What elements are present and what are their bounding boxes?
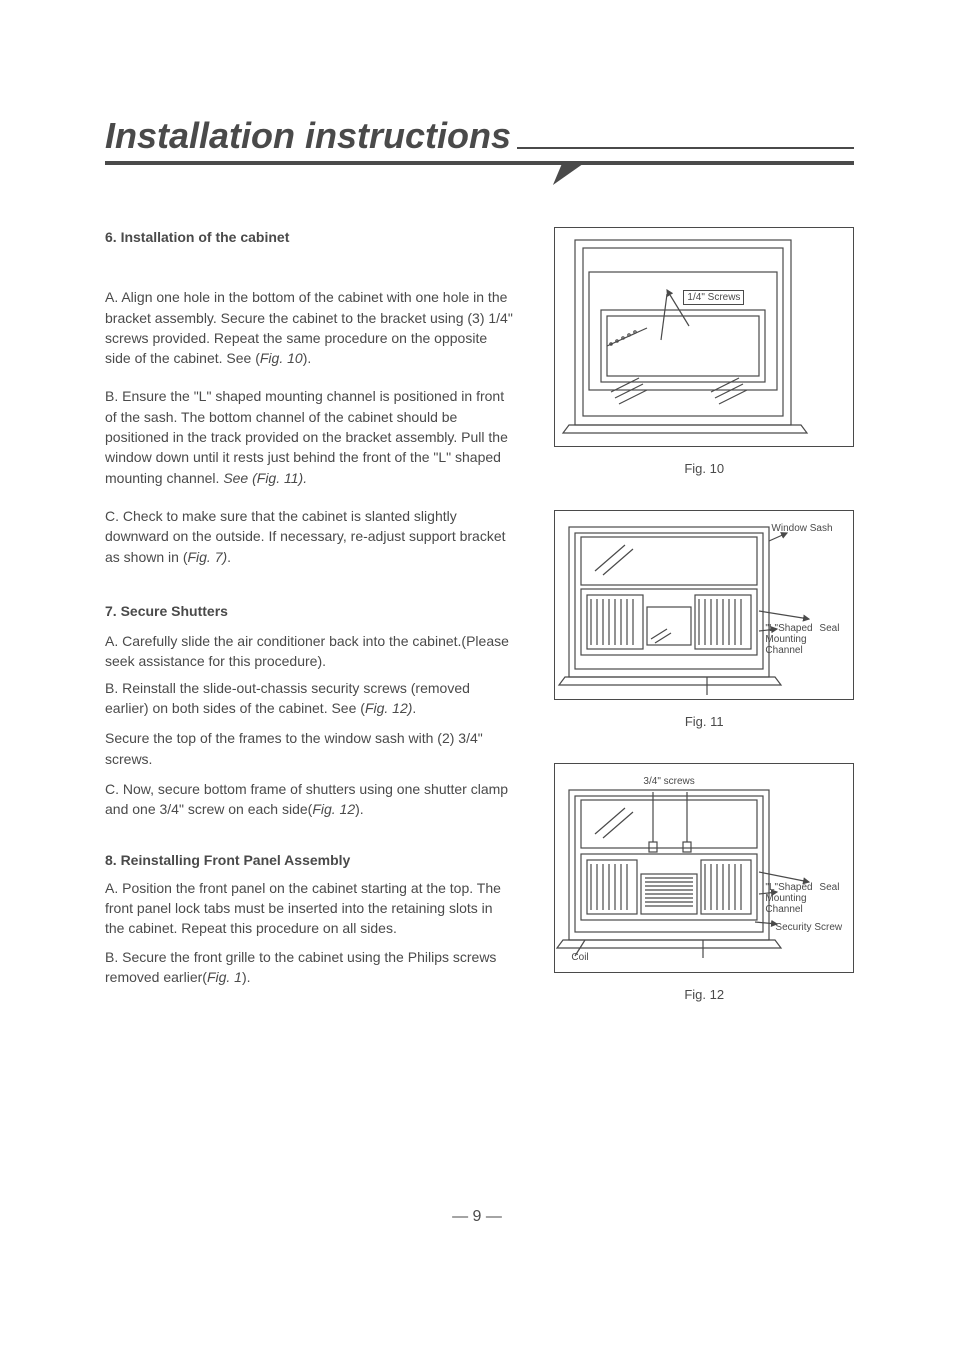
fig12-label-channel: "L"Shaped Mounting Channel: [765, 882, 812, 915]
fig12-label-coil: Coil: [571, 952, 588, 963]
section-6-para-b: B. Ensure the "L" shaped mounting channe…: [105, 386, 514, 487]
section-7-para-c: C. Now, secure bottom frame of shutters …: [105, 779, 514, 820]
figure-10-diagram-icon: [555, 228, 851, 444]
figure-11-box: Window Sash "L"Shaped Mounting Channel S…: [554, 510, 854, 700]
title-block: Installation instructions: [105, 115, 854, 157]
figure-11-caption: Fig. 11: [554, 714, 854, 729]
fig10-label-screws: 1/4" Screws: [683, 290, 744, 305]
section-8-para-b: B. Secure the front grille to the cabine…: [105, 947, 514, 988]
fig12-label-secscrew: Security Screw: [775, 922, 842, 933]
section-7-para-a: A. Carefully slide the air conditioner b…: [105, 631, 514, 672]
fig12-label-topscrews: 3/4" screws: [643, 776, 694, 787]
section-6-heading: 6. Installation of the cabinet: [105, 227, 514, 247]
section-7-para-mid: Secure the top of the frames to the wind…: [105, 728, 514, 769]
figure-10-caption: Fig. 10: [554, 461, 854, 476]
page-number-value: 9: [473, 1208, 482, 1225]
columns: 6. Installation of the cabinet A. Align …: [105, 227, 854, 1002]
figure-10-box: 1/4" Screws: [554, 227, 854, 447]
rule-thick: [105, 161, 854, 165]
s6-a-ref: Fig. 10: [260, 350, 303, 366]
s7-c-ref: Fig. 12: [312, 801, 355, 817]
section-7-heading: 7. Secure Shutters: [105, 601, 514, 621]
page-root: Installation instructions 6. Installatio…: [0, 0, 954, 1348]
s6-c-text: C. Check to make sure that the cabinet i…: [105, 508, 506, 565]
s8-b-ref: Fig. 1: [207, 969, 242, 985]
fig11-label-sash: Window Sash: [771, 523, 832, 534]
s8-b-tail: ).: [242, 969, 251, 985]
fig11-label-seal: Seal: [819, 623, 839, 634]
s7-c-text: C. Now, secure bottom frame of shutters …: [105, 781, 508, 817]
section-6-para-c: C. Check to make sure that the cabinet i…: [105, 506, 514, 567]
s6-c-tail: .: [227, 549, 231, 565]
section-6-para-a: A. Align one hole in the bottom of the c…: [105, 287, 514, 368]
s6-c-ref: Fig. 7): [187, 549, 227, 565]
figure-12-caption: Fig. 12: [554, 987, 854, 1002]
s6-a-tail: ).: [303, 350, 312, 366]
figure-12-box: 3/4" screws "L"Shaped Mounting Channel S…: [554, 763, 854, 973]
section-8-heading: 8. Reinstalling Front Panel Assembly: [105, 850, 514, 870]
figure-12-diagram-icon: [555, 764, 851, 970]
s7-b-ref: Fig. 12): [365, 700, 412, 716]
left-column: 6. Installation of the cabinet A. Align …: [105, 227, 514, 1002]
s6-b-ref: See (Fig. 11).: [223, 470, 307, 486]
fig12-label-seal: Seal: [819, 882, 839, 893]
page-title-text: Installation instructions: [105, 115, 517, 156]
section-8-para-a: A. Position the front panel on the cabin…: [105, 878, 514, 939]
page-title: Installation instructions: [105, 115, 537, 157]
fig11-label-channel: "L"Shaped Mounting Channel: [765, 623, 812, 656]
page-number: — 9 —: [0, 1208, 954, 1226]
right-column: 1/4" Screws Fig. 10: [554, 227, 854, 1002]
s8-b-text: B. Secure the front grille to the cabine…: [105, 949, 496, 985]
section-7-para-b: B. Reinstall the slide-out-chassis secur…: [105, 678, 514, 719]
figure-11-diagram-icon: [555, 511, 851, 697]
s7-c-tail: ).: [355, 801, 364, 817]
s7-b-tail: .: [412, 700, 416, 716]
